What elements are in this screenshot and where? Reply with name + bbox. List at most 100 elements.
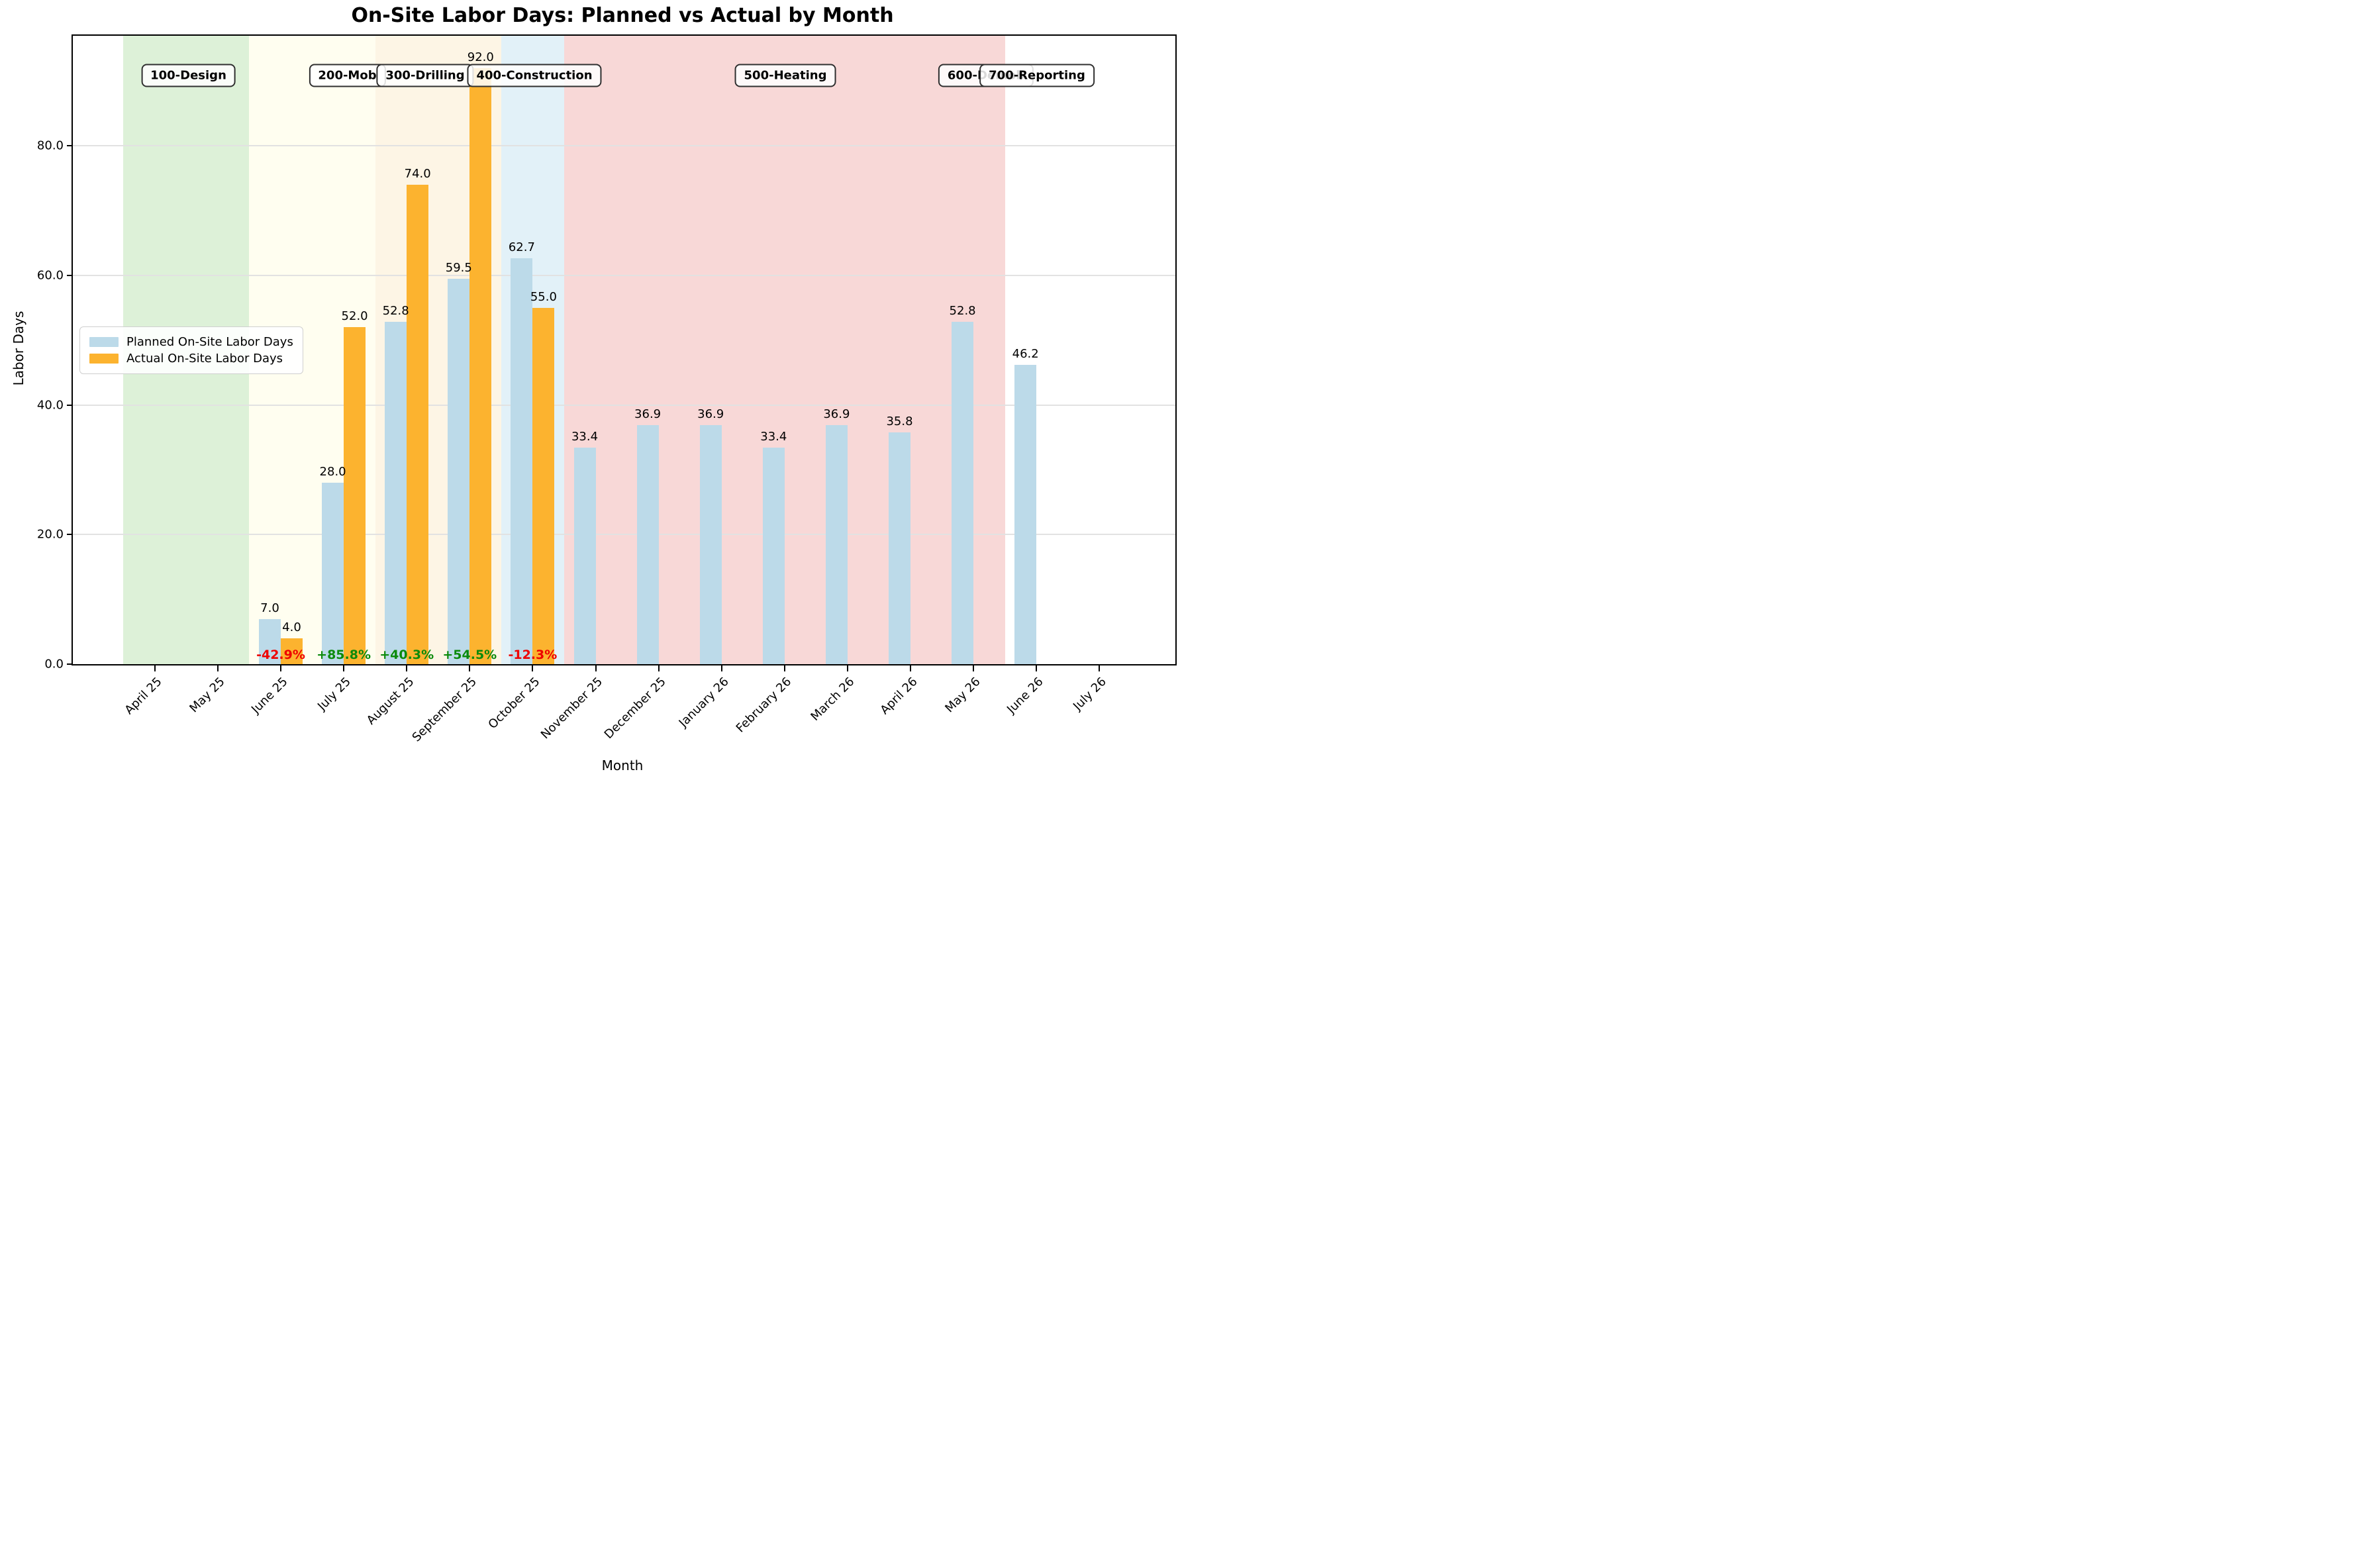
phase-label-400-construction: 400-Construction bbox=[467, 64, 602, 87]
planned-bar bbox=[259, 618, 281, 664]
legend-label: Planned On-Site Labor Days bbox=[126, 335, 293, 349]
x-tick-label: June 25 bbox=[249, 675, 291, 716]
phase-label-200-mob: 200-Mob bbox=[309, 64, 386, 87]
planned-bar bbox=[448, 278, 470, 664]
x-tick-mark bbox=[406, 665, 408, 671]
x-tick-label: May 26 bbox=[942, 675, 983, 716]
x-tick-mark bbox=[658, 665, 660, 671]
actual-bar bbox=[532, 307, 555, 664]
x-tick-mark bbox=[1036, 665, 1038, 671]
actual-bar bbox=[344, 327, 366, 664]
y-tick-mark bbox=[67, 145, 73, 147]
actual-bar bbox=[469, 68, 492, 664]
bar-value-label: 36.9 bbox=[697, 407, 724, 421]
x-tick-label: September 25 bbox=[409, 675, 480, 745]
legend-item-actual: Actual On-Site Labor Days bbox=[89, 352, 293, 366]
planned-bar bbox=[573, 448, 596, 664]
y-tick-label: 20.0 bbox=[36, 527, 64, 542]
x-tick-label: June 26 bbox=[1005, 675, 1047, 716]
x-tick-mark bbox=[910, 665, 911, 671]
bar-value-label: 52.0 bbox=[341, 309, 368, 324]
bar-value-label: 4.0 bbox=[282, 620, 301, 634]
planned-bar bbox=[322, 483, 344, 664]
bar-value-label: 33.4 bbox=[571, 430, 599, 444]
planned-bar bbox=[952, 322, 974, 664]
planned-bar bbox=[511, 258, 533, 664]
y-tick-mark bbox=[67, 274, 73, 276]
y-tick-label: 0.0 bbox=[44, 657, 64, 671]
x-tick-mark bbox=[469, 665, 471, 671]
bar-value-label: 33.4 bbox=[760, 430, 787, 444]
x-tick-label: April 26 bbox=[877, 675, 920, 718]
variance-label: +40.3% bbox=[379, 648, 434, 662]
bar-value-label: 59.5 bbox=[445, 260, 472, 275]
bar-value-label: 28.0 bbox=[319, 465, 346, 479]
variance-label: +85.8% bbox=[317, 648, 371, 662]
bar-value-label: 52.8 bbox=[949, 304, 976, 318]
x-tick-label: October 25 bbox=[485, 675, 543, 732]
planned-bar bbox=[889, 432, 910, 664]
planned-bar bbox=[636, 425, 659, 664]
x-tick-label: February 26 bbox=[734, 675, 795, 736]
x-tick-mark bbox=[595, 665, 597, 671]
plot-area: 7.0 28.0 52.8 59.5 62.7 33.4 36.9 36.9 33.4 36.9 3… bbox=[72, 34, 1177, 665]
phase-label-700-reporting: 700-Reporting bbox=[979, 64, 1095, 87]
gridline-y-20 bbox=[73, 534, 1175, 536]
y-axis-label: Labor Days bbox=[11, 311, 26, 386]
bar-value-label: 62.7 bbox=[508, 240, 535, 254]
actual-bar bbox=[407, 185, 429, 664]
phase-label-500-heating: 500-Heating bbox=[734, 64, 836, 87]
legend-label: Actual On-Site Labor Days bbox=[126, 352, 283, 366]
x-tick-mark bbox=[973, 665, 975, 671]
phase-label-100-design: 100-Design bbox=[141, 64, 236, 87]
actual-series-swatch bbox=[89, 354, 119, 364]
y-tick-label: 60.0 bbox=[36, 268, 64, 283]
gridline-y-60 bbox=[73, 274, 1175, 276]
x-tick-mark bbox=[280, 665, 281, 671]
x-tick-mark bbox=[846, 665, 848, 671]
x-tick-label: May 25 bbox=[187, 675, 228, 716]
legend-item-planned: Planned On-Site Labor Days bbox=[89, 335, 293, 349]
bar-value-label: 36.9 bbox=[823, 407, 850, 421]
x-tick-label: January 26 bbox=[676, 675, 732, 730]
bar-value-label: 7.0 bbox=[260, 601, 279, 615]
bar-value-label: 35.8 bbox=[886, 414, 913, 428]
variance-label: -12.3% bbox=[508, 648, 558, 662]
bar-value-label: 46.2 bbox=[1012, 347, 1039, 361]
y-tick-mark bbox=[67, 404, 73, 406]
bar-value-label: 55.0 bbox=[530, 289, 557, 304]
y-tick-label: 80.0 bbox=[36, 138, 64, 153]
x-tick-label: July 25 bbox=[315, 675, 354, 713]
bar-chart-figure: On-Site Labor Days: Planned vs Actual by… bbox=[0, 0, 1180, 784]
plot-canvas: 7.0 28.0 52.8 59.5 62.7 33.4 36.9 36.9 33.4 36.9 3… bbox=[73, 36, 1175, 664]
x-tick-label: April 25 bbox=[122, 675, 165, 718]
planned-series-swatch bbox=[89, 337, 119, 347]
x-tick-mark bbox=[720, 665, 722, 671]
x-axis-label: Month bbox=[601, 758, 644, 773]
x-tick-mark bbox=[343, 665, 345, 671]
gridline-y-40 bbox=[73, 404, 1175, 406]
planned-bar bbox=[825, 425, 848, 664]
bar-value-label: 52.8 bbox=[382, 304, 409, 318]
y-tick-mark bbox=[67, 663, 73, 665]
variance-label: +54.5% bbox=[442, 648, 497, 662]
planned-bar bbox=[1014, 365, 1037, 664]
y-tick-mark bbox=[67, 534, 73, 536]
x-tick-label: July 26 bbox=[1071, 675, 1110, 713]
variance-label: -42.9% bbox=[256, 648, 305, 662]
x-tick-mark bbox=[217, 665, 219, 671]
actual-bar bbox=[281, 638, 303, 664]
x-tick-label: August 25 bbox=[364, 675, 417, 728]
x-tick-label: December 25 bbox=[601, 675, 669, 742]
y-tick-label: 40.0 bbox=[36, 398, 64, 413]
bar-value-label: 36.9 bbox=[634, 407, 662, 421]
x-tick-mark bbox=[154, 665, 156, 671]
bar-value-label: 92.0 bbox=[467, 50, 494, 64]
chart-title: On-Site Labor Days: Planned vs Actual by… bbox=[351, 4, 894, 27]
x-tick-mark bbox=[532, 665, 534, 671]
x-tick-label: March 26 bbox=[808, 675, 858, 724]
legend: Planned On-Site Labor Days Actual On-Sit… bbox=[79, 326, 303, 374]
phase-band-700-reporting bbox=[1067, 36, 1131, 664]
x-tick-mark bbox=[783, 665, 785, 671]
phase-label-300-drilling: 300-Drilling bbox=[376, 64, 474, 87]
